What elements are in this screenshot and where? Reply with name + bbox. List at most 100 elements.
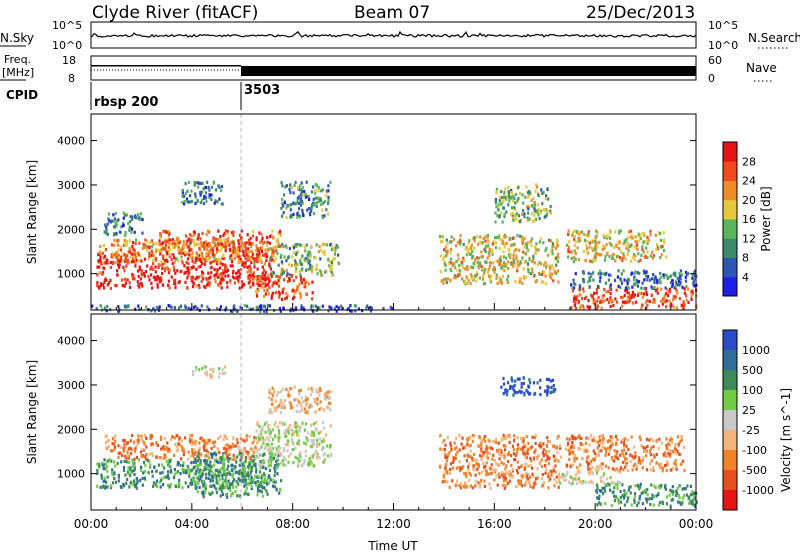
data-cell — [292, 201, 295, 205]
data-cell — [264, 277, 267, 281]
data-cell — [452, 458, 455, 462]
data-cell — [495, 187, 499, 191]
data-cell — [224, 249, 227, 253]
data-cell — [122, 224, 125, 228]
data-cell — [164, 258, 167, 262]
data-cell — [591, 457, 595, 462]
data-cell — [616, 483, 619, 487]
data-cell — [482, 461, 485, 465]
data-cell — [246, 471, 250, 475]
data-cell — [463, 454, 466, 458]
data-cell — [285, 387, 288, 392]
data-cell — [287, 431, 290, 435]
data-cell — [204, 244, 207, 248]
data-cell — [514, 217, 517, 221]
data-cell — [552, 383, 555, 388]
data-cell — [612, 303, 615, 308]
data-cell — [522, 436, 525, 440]
data-cell — [613, 459, 616, 463]
data-cell — [506, 453, 509, 457]
data-cell — [507, 190, 510, 194]
data-cell — [522, 473, 525, 477]
data-cell — [209, 373, 212, 377]
data-cell — [315, 243, 318, 247]
data-cell — [511, 385, 514, 389]
data-cell — [304, 268, 308, 272]
data-cell — [206, 467, 209, 471]
data-cell — [134, 261, 137, 265]
data-cell — [484, 235, 487, 239]
data-cell — [694, 269, 697, 273]
data-cell — [545, 444, 549, 448]
data-cell — [122, 259, 125, 263]
data-cell — [119, 230, 122, 234]
data-cell — [238, 469, 241, 474]
data-cell — [526, 449, 529, 453]
data-cell — [480, 441, 483, 445]
data-cell — [328, 305, 331, 309]
data-cell — [673, 286, 676, 290]
data-cell — [113, 448, 116, 452]
data-cell — [99, 485, 102, 489]
data-cell — [552, 387, 555, 391]
data-cell — [439, 270, 442, 274]
data-cell — [389, 305, 392, 310]
data-cell — [209, 464, 212, 468]
data-cell — [192, 305, 196, 309]
data-cell — [250, 242, 253, 247]
data-cell — [269, 267, 272, 271]
data-cell — [505, 197, 508, 201]
data-cell — [484, 434, 487, 439]
data-cell — [603, 446, 606, 450]
data-cell — [531, 472, 534, 476]
data-cell — [536, 457, 539, 461]
data-cell — [232, 457, 235, 462]
data-cell — [236, 455, 239, 459]
data-cell — [299, 273, 302, 277]
data-cell — [268, 468, 271, 472]
data-cell — [471, 486, 474, 490]
data-cell — [497, 441, 500, 445]
data-cell — [181, 201, 184, 205]
data-cell — [570, 256, 573, 260]
data-cell — [227, 274, 230, 278]
data-cell — [115, 251, 118, 255]
data-cell — [524, 455, 527, 459]
data-cell — [542, 208, 545, 212]
data-cell — [531, 270, 534, 274]
data-cell — [687, 272, 690, 276]
data-cell — [576, 435, 580, 439]
data-cell — [271, 229, 274, 233]
data-cell — [213, 458, 217, 463]
data-cell — [199, 468, 202, 472]
data-cell — [283, 431, 286, 435]
data-cell — [220, 489, 223, 493]
data-cell — [309, 393, 312, 397]
data-cell — [280, 479, 283, 483]
data-cell — [472, 246, 475, 250]
data-cell — [197, 275, 201, 279]
data-cell — [663, 276, 666, 280]
data-cell — [625, 300, 628, 305]
data-cell — [326, 405, 329, 409]
data-cell — [220, 246, 223, 250]
data-cell — [255, 238, 258, 242]
data-cell — [512, 474, 515, 478]
data-cell — [294, 421, 297, 425]
data-cell — [506, 260, 510, 264]
data-cell — [525, 435, 528, 439]
data-cell — [202, 495, 205, 499]
data-cell — [200, 252, 203, 256]
data-cell — [467, 468, 470, 472]
data-cell — [137, 253, 140, 257]
nsky-label: N.Sky — [0, 31, 34, 45]
data-cell — [533, 219, 536, 223]
data-cell — [305, 243, 308, 247]
data-cell — [608, 273, 611, 277]
data-cell — [655, 277, 658, 281]
data-cell — [611, 467, 614, 471]
data-cell — [209, 248, 212, 252]
data-cell — [525, 475, 528, 479]
data-cell — [658, 486, 661, 490]
